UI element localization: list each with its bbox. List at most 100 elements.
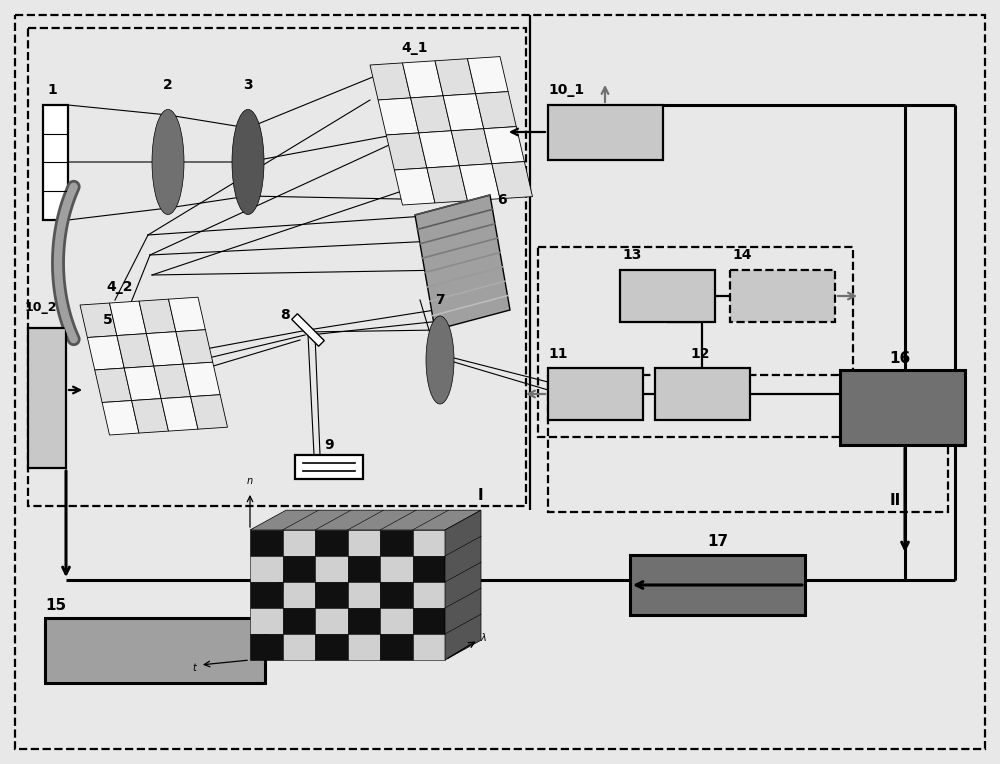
Bar: [315, 634, 348, 660]
Bar: [413, 582, 445, 608]
Polygon shape: [411, 96, 451, 133]
Polygon shape: [468, 57, 508, 94]
Text: t: t: [192, 663, 196, 673]
Bar: [348, 608, 380, 634]
Polygon shape: [102, 400, 139, 435]
Bar: [380, 582, 413, 608]
Text: 2: 2: [163, 78, 173, 92]
Text: 11: 11: [548, 347, 568, 361]
Ellipse shape: [426, 316, 454, 404]
Text: I: I: [477, 487, 483, 503]
Polygon shape: [459, 163, 500, 201]
Text: 4_2: 4_2: [107, 280, 133, 294]
Polygon shape: [427, 166, 468, 203]
Text: 10_1: 10_1: [548, 83, 584, 97]
Bar: [548, 368, 643, 420]
Bar: [283, 608, 315, 634]
Bar: [380, 530, 413, 556]
Bar: [43, 105, 68, 220]
Polygon shape: [87, 335, 124, 370]
Text: 17: 17: [707, 535, 729, 549]
Text: 10_2: 10_2: [25, 300, 58, 313]
Polygon shape: [168, 297, 205, 332]
Bar: [548, 105, 663, 160]
Bar: [380, 634, 413, 660]
Bar: [250, 608, 283, 634]
Text: n: n: [247, 476, 253, 486]
Polygon shape: [484, 127, 524, 163]
Polygon shape: [402, 61, 443, 98]
Polygon shape: [146, 332, 183, 366]
Bar: [620, 270, 715, 322]
Bar: [250, 556, 283, 582]
Text: 8: 8: [280, 308, 290, 322]
Polygon shape: [419, 131, 459, 168]
Bar: [283, 530, 315, 556]
Polygon shape: [176, 330, 213, 364]
Bar: [538, 247, 853, 437]
Polygon shape: [80, 303, 117, 338]
Bar: [348, 582, 380, 608]
Bar: [28, 28, 526, 506]
Bar: [250, 582, 283, 608]
Bar: [730, 270, 835, 322]
Bar: [380, 608, 413, 634]
Bar: [250, 530, 283, 556]
Bar: [295, 455, 363, 479]
Text: 4_1: 4_1: [402, 41, 428, 55]
Polygon shape: [132, 399, 168, 433]
Bar: [315, 556, 348, 582]
Bar: [283, 556, 315, 582]
Bar: [315, 530, 348, 556]
Text: 13: 13: [622, 248, 641, 262]
Text: 9: 9: [324, 438, 334, 452]
Bar: [348, 530, 380, 556]
Polygon shape: [95, 368, 132, 403]
Polygon shape: [250, 510, 481, 530]
Polygon shape: [154, 364, 191, 399]
Bar: [548, 375, 948, 512]
Polygon shape: [110, 301, 146, 335]
Polygon shape: [415, 195, 510, 330]
Text: 6: 6: [497, 193, 507, 207]
Polygon shape: [292, 314, 324, 346]
Polygon shape: [476, 92, 516, 128]
Bar: [315, 582, 348, 608]
Ellipse shape: [152, 109, 184, 215]
Text: 16: 16: [889, 351, 911, 365]
Polygon shape: [183, 362, 220, 397]
Text: 1: 1: [47, 83, 57, 97]
Text: 14: 14: [732, 248, 752, 262]
Text: 3: 3: [243, 78, 253, 92]
Polygon shape: [451, 128, 492, 166]
Bar: [413, 556, 445, 582]
Text: 12: 12: [690, 347, 710, 361]
Bar: [348, 634, 380, 660]
Bar: [45, 618, 265, 683]
Bar: [380, 556, 413, 582]
Polygon shape: [117, 334, 154, 368]
Polygon shape: [445, 510, 481, 660]
Bar: [413, 530, 445, 556]
Bar: [840, 370, 965, 445]
Polygon shape: [378, 98, 419, 135]
Bar: [630, 555, 805, 615]
Bar: [283, 582, 315, 608]
Polygon shape: [124, 366, 161, 400]
Text: 5: 5: [103, 313, 113, 327]
Ellipse shape: [232, 109, 264, 215]
Text: II: II: [889, 493, 901, 507]
Bar: [413, 608, 445, 634]
Polygon shape: [386, 133, 427, 170]
Bar: [283, 634, 315, 660]
Polygon shape: [394, 168, 435, 205]
Polygon shape: [191, 395, 228, 429]
Bar: [348, 556, 380, 582]
Polygon shape: [161, 397, 198, 431]
Bar: [28, 328, 66, 468]
Text: 7: 7: [435, 293, 445, 307]
Bar: [315, 608, 348, 634]
Bar: [413, 634, 445, 660]
Bar: [655, 368, 750, 420]
Text: 15: 15: [45, 597, 66, 613]
